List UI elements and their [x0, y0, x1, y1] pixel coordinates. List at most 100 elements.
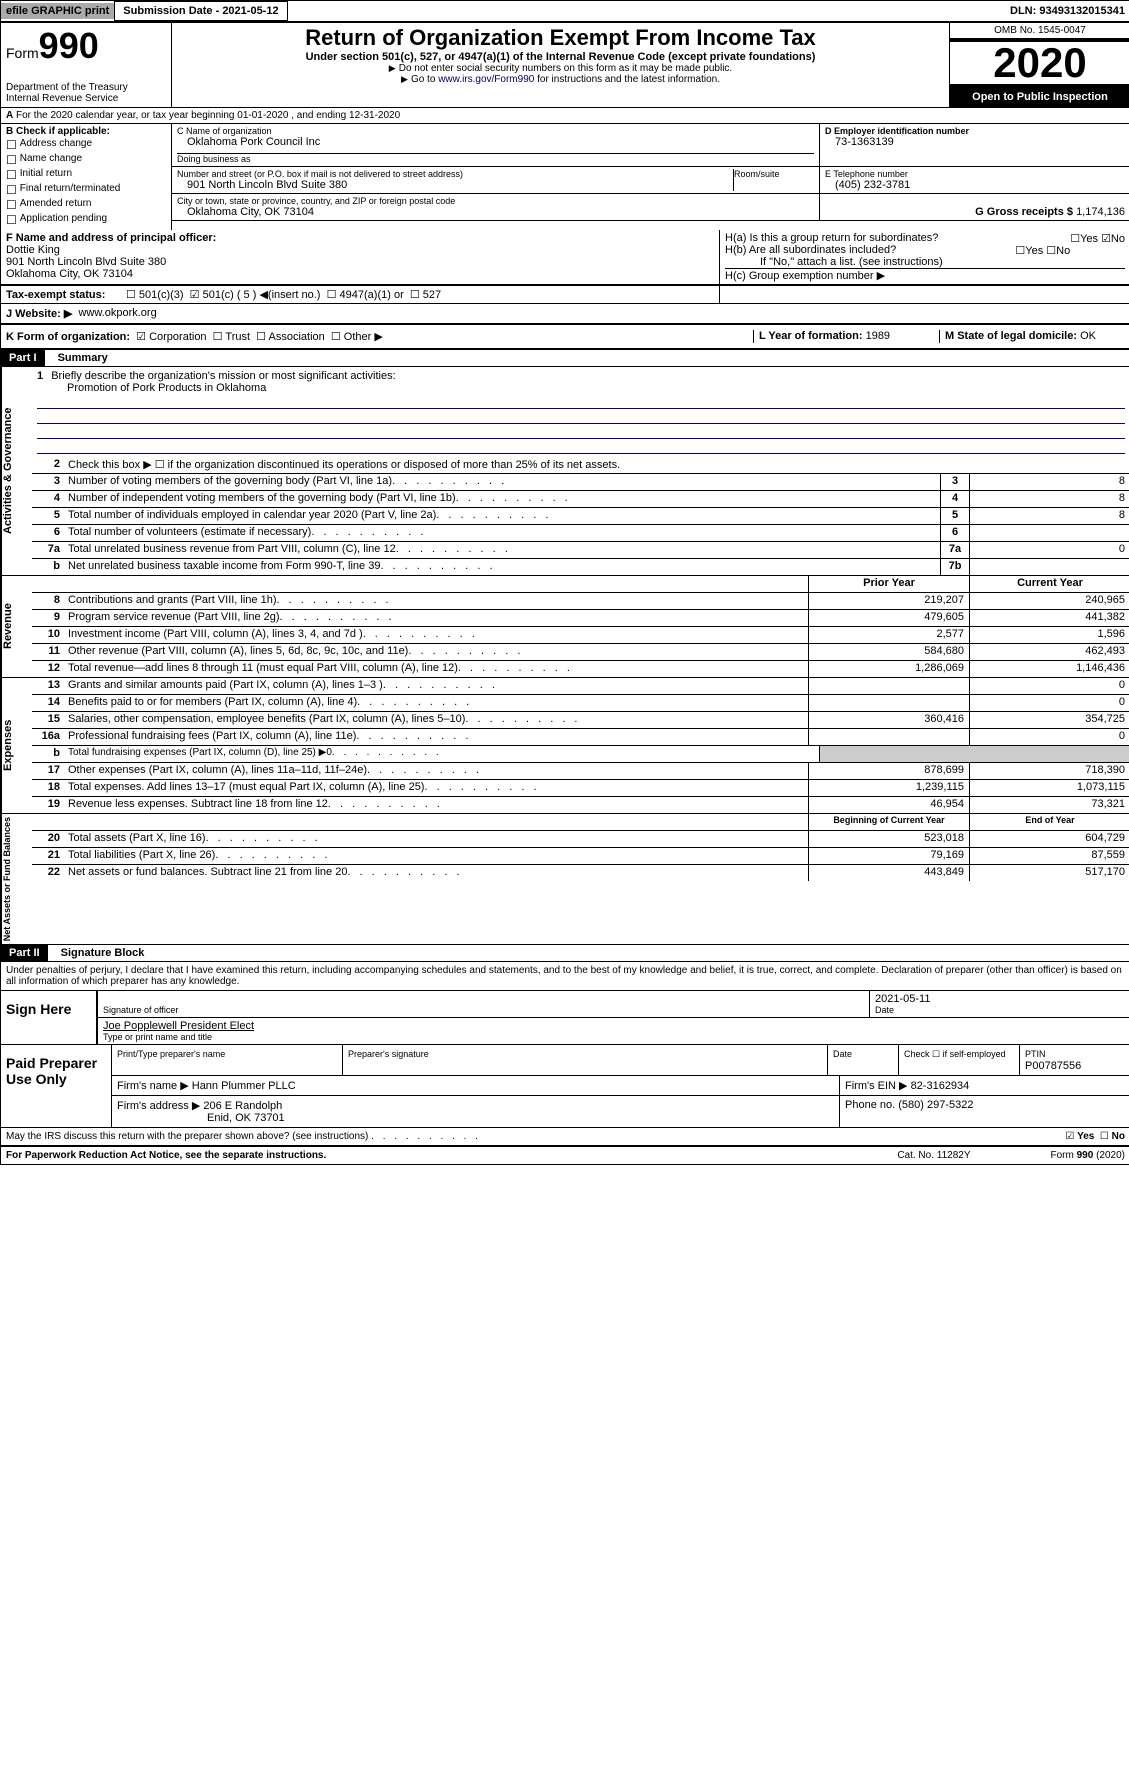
m-label: M State of legal domicile: [945, 330, 1077, 342]
form-footer: Form 990 (2020) [1051, 1150, 1125, 1161]
line-j: J Website: ▶ www.okpork.org [1, 304, 1129, 325]
open-public: Open to Public Inspection [950, 87, 1129, 107]
f-label: F Name and address of principal officer: [6, 232, 714, 244]
room-label: Room/suite [734, 169, 814, 179]
section-b: B Check if applicable: Address change Na… [1, 124, 172, 230]
table-row: 9Program service revenue (Part VIII, lin… [32, 610, 1129, 627]
addr-value: 901 North Lincoln Blvd Suite 380 [177, 179, 733, 191]
e-phone-label: E Telephone number [825, 169, 1125, 179]
part1-num: Part I [1, 350, 45, 366]
dba-label: Doing business as [177, 154, 814, 164]
line7a-val: 0 [969, 542, 1129, 558]
g-gross-label: G Gross receipts $ [975, 206, 1073, 218]
state-domicile: OK [1080, 330, 1096, 342]
submission-date: Submission Date - 2021-05-12 [114, 1, 287, 21]
section-c-to-g: C Name of organization Oklahoma Pork Cou… [172, 124, 1129, 230]
table-row: 16aProfessional fundraising fees (Part I… [32, 729, 1129, 746]
tax-year: 2020 [950, 39, 1129, 87]
firm-addr2: Enid, OK 73701 [117, 1112, 285, 1124]
expenses-label: Expenses [1, 678, 32, 813]
line6-val [969, 525, 1129, 541]
line7b-text: Net unrelated business taxable income fr… [65, 559, 940, 575]
signature-block: Sign Here Signature of officer 2021-05-1… [1, 991, 1129, 1045]
chk-pending[interactable]: Application pending [6, 213, 166, 227]
ptin-value: P00787556 [1025, 1060, 1081, 1072]
firm-phone: (580) 297-5322 [898, 1099, 973, 1111]
line4-val: 8 [969, 491, 1129, 507]
sig-date: 2021-05-11 [875, 993, 1125, 1005]
k-label: K Form of organization: [6, 331, 130, 343]
form-number-cell: Form990 Department of the Treasury Inter… [1, 23, 172, 107]
line7a-text: Total unrelated business revenue from Pa… [65, 542, 940, 558]
net-assets-section: Net Assets or Fund Balances Beginning of… [1, 814, 1129, 945]
dept-treasury: Department of the Treasury Internal Reve… [6, 82, 166, 104]
table-row: bTotal fundraising expenses (Part IX, co… [32, 746, 1129, 763]
f-addr2: Oklahoma City, OK 73104 [6, 268, 714, 280]
form-word: Form [6, 45, 39, 61]
website-value: www.okpork.org [78, 307, 156, 320]
l-label: L Year of formation: [759, 330, 863, 342]
goto-instructions: Go to www.irs.gov/Form990 for instructio… [182, 74, 939, 85]
dln-number: DLN: 93493132015341 [1005, 3, 1129, 19]
org-name: Oklahoma Pork Council Inc [177, 136, 814, 148]
line3-text: Number of voting members of the governin… [65, 474, 940, 490]
line4-text: Number of independent voting members of … [65, 491, 940, 507]
sig-officer-label: Signature of officer [103, 1005, 864, 1015]
chk-amended[interactable]: Amended return [6, 198, 166, 212]
beginning-year-hdr: Beginning of Current Year [808, 814, 969, 830]
title-cell: Return of Organization Exempt From Incom… [172, 23, 949, 107]
cat-number: Cat. No. 11282Y [897, 1150, 970, 1161]
firm-addr: 206 E Randolph [203, 1100, 282, 1112]
part1-title: Summary [48, 352, 108, 364]
table-row: 20Total assets (Part X, line 16)523,0186… [32, 831, 1129, 848]
revenue-section: Revenue Prior YearCurrent Year 8Contribu… [1, 576, 1129, 678]
current-year-hdr: Current Year [969, 576, 1129, 592]
subtitle: Under section 501(c), 527, or 4947(a)(1)… [182, 51, 939, 63]
form-number: 990 [39, 25, 99, 66]
line2-text: Check this box ▶ ☐ if the organization d… [65, 457, 1129, 473]
part1-header: Part I Summary [1, 350, 1129, 367]
line5-val: 8 [969, 508, 1129, 524]
governance-section: Activities & Governance 1 Briefly descri… [1, 367, 1129, 576]
irs-link[interactable]: www.irs.gov/Form990 [438, 74, 534, 85]
hc-label: H(c) Group exemption number ▶ [725, 268, 1125, 282]
line3-val: 8 [969, 474, 1129, 490]
discuss-text: May the IRS discuss this return with the… [6, 1131, 368, 1142]
chk-initial-return[interactable]: Initial return [6, 168, 166, 182]
city-value: Oklahoma City, OK 73104 [177, 206, 814, 218]
f-name: Dottie King [6, 244, 714, 256]
date-label: Date [875, 1005, 1125, 1015]
ssn-warning: Do not enter social security numbers on … [182, 63, 939, 74]
paid-preparer-block: Paid Preparer Use Only Print/Type prepar… [1, 1045, 1129, 1128]
firm-ein: 82-3162934 [911, 1080, 970, 1092]
h-note: If "No," attach a list. (see instruction… [725, 256, 1125, 268]
sign-here-label: Sign Here [1, 991, 91, 1044]
chk-final-return[interactable]: Final return/terminated [6, 183, 166, 197]
table-row: 17Other expenses (Part IX, column (A), l… [32, 763, 1129, 780]
perjury-declaration: Under penalties of perjury, I declare th… [1, 962, 1129, 991]
table-row: 13Grants and similar amounts paid (Part … [32, 678, 1129, 695]
form-990-page: efile GRAPHIC print Submission Date - 20… [0, 0, 1129, 1165]
fgh-section: F Name and address of principal officer:… [1, 230, 1129, 285]
ein-value: 73-1363139 [825, 136, 1125, 148]
line-k-l-m: K Form of organization: ☑ Corporation ☐ … [1, 325, 1129, 350]
table-row: 11Other revenue (Part VIII, column (A), … [32, 644, 1129, 661]
part2-title: Signature Block [51, 947, 145, 959]
table-row: 8Contributions and grants (Part VIII, li… [32, 593, 1129, 610]
addr-label: Number and street (or P.O. box if mail i… [177, 169, 733, 179]
officer-name: Joe Popplewell President Elect [103, 1020, 1125, 1032]
efile-label: efile GRAPHIC print [1, 3, 114, 19]
i-label: Tax-exempt status: [6, 289, 126, 301]
table-row: 22Net assets or fund balances. Subtract … [32, 865, 1129, 881]
mission-text: Promotion of Pork Products in Oklahoma [37, 382, 1125, 394]
prior-year-hdr: Prior Year [808, 576, 969, 592]
end-year-hdr: End of Year [969, 814, 1129, 830]
table-row: 15Salaries, other compensation, employee… [32, 712, 1129, 729]
chk-address-change[interactable]: Address change [6, 138, 166, 152]
part2-header: Part II Signature Block [1, 945, 1129, 962]
chk-name-change[interactable]: Name change [6, 153, 166, 167]
table-row: 18Total expenses. Add lines 13–17 (must … [32, 780, 1129, 797]
form-header: Form990 Department of the Treasury Inter… [1, 23, 1129, 108]
omb-number: OMB No. 1545-0047 [950, 23, 1129, 39]
table-row: 14Benefits paid to or for members (Part … [32, 695, 1129, 712]
